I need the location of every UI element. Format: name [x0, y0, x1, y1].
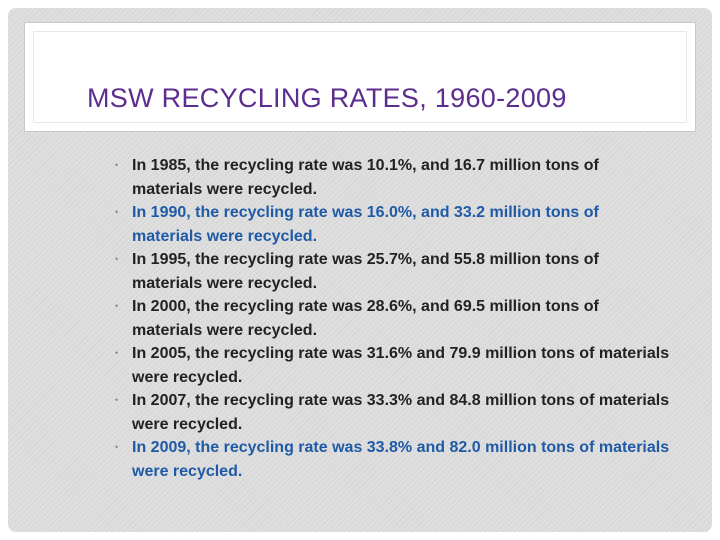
bullet-text: In 2005, the recycling rate was 31.6% an…: [132, 345, 670, 386]
title-inner-frame: [33, 31, 687, 123]
bullet-item: • In 2009, the recycling rate was 33.8% …: [112, 436, 672, 483]
bullet-text: In 2007, the recycling rate was 33.3% an…: [132, 392, 670, 433]
bullet-icon: •: [115, 301, 119, 311]
bullet-text: In 1995, the recycling rate was 25.7%, a…: [132, 251, 599, 292]
bullet-icon: •: [115, 442, 119, 452]
bullet-text: In 1985, the recycling rate was 10.1%, a…: [132, 157, 599, 198]
bullet-icon: •: [115, 160, 119, 170]
bullet-text: In 2009, the recycling rate was 33.8% an…: [132, 439, 670, 480]
bullet-item: • In 1990, the recycling rate was 16.0%,…: [112, 201, 672, 248]
bullet-icon: •: [115, 395, 119, 405]
bullet-item: • In 1985, the recycling rate was 10.1%,…: [112, 154, 672, 201]
bullet-icon: •: [115, 348, 119, 358]
title-placeholder: MSW RECYCLING RATES, 1960-2009: [24, 22, 696, 132]
slide-background: MSW RECYCLING RATES, 1960-2009: [8, 8, 712, 532]
bullet-icon: •: [115, 207, 119, 217]
bullet-list: • In 1985, the recycling rate was 10.1%,…: [112, 154, 672, 483]
bullet-item: • In 2005, the recycling rate was 31.6% …: [112, 342, 672, 389]
bullet-icon: •: [115, 254, 119, 264]
bullet-item: • In 2000, the recycling rate was 28.6%,…: [112, 295, 672, 342]
bullet-text: In 2000, the recycling rate was 28.6%, a…: [132, 298, 599, 339]
bullet-item: • In 2007, the recycling rate was 33.3% …: [112, 389, 672, 436]
bullet-text: In 1990, the recycling rate was 16.0%, a…: [132, 204, 599, 245]
slide-title: MSW RECYCLING RATES, 1960-2009: [87, 83, 567, 113]
bullet-item: • In 1995, the recycling rate was 25.7%,…: [112, 248, 672, 295]
